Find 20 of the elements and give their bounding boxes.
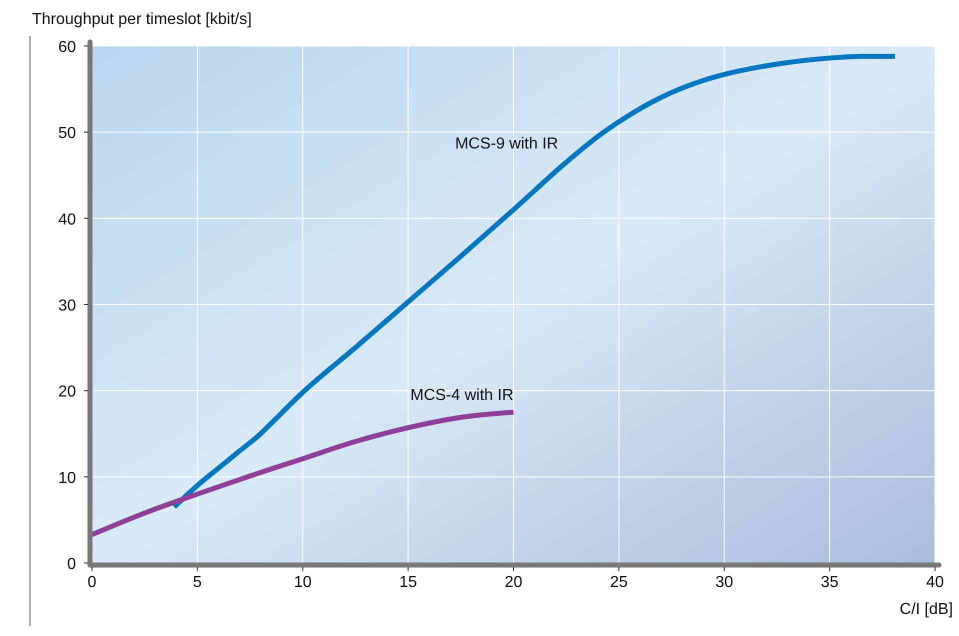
y-tick-label: 20 — [58, 384, 76, 401]
y-tick-label: 0 — [67, 556, 76, 573]
x-tick-label: 5 — [192, 574, 202, 591]
series-label: MCS-4 with IR — [410, 387, 514, 404]
x-tick-label: 30 — [715, 574, 734, 591]
y-tick-label: 30 — [58, 298, 76, 314]
series-label: MCS-9 with IR — [455, 135, 558, 152]
x-tick-label: 35 — [820, 574, 839, 591]
x-tick-label: 15 — [399, 574, 418, 591]
y-tick-label: 50 — [58, 125, 76, 142]
x-tick-label: 0 — [88, 574, 97, 591]
y-tick-label: 60 — [58, 39, 76, 56]
y-tick-label: 10 — [58, 470, 76, 487]
y-axis-title: Throughput per timeslot [kbit/s] — [32, 11, 252, 28]
x-tick-label: 25 — [610, 574, 628, 591]
x-tick-label: 20 — [504, 574, 522, 591]
x-tick-label: 10 — [294, 574, 312, 591]
x-tick-label: 40 — [926, 574, 944, 591]
x-axis-title: C/I [dB] — [900, 601, 953, 618]
y-tick-label: 40 — [58, 211, 76, 228]
